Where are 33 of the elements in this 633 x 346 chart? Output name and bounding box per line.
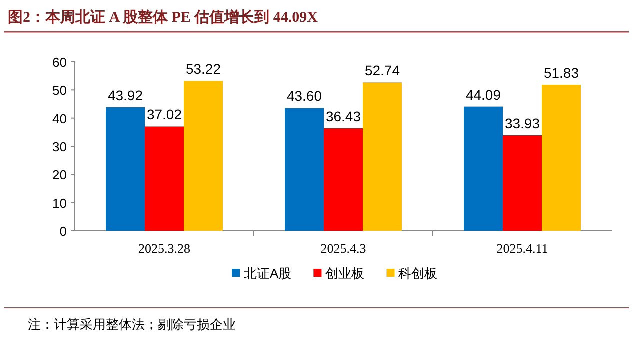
chart-title: 图2：本周北证 A 股整体 PE 估值增长到 44.09X xyxy=(8,9,318,26)
bar xyxy=(145,126,184,231)
data-label: 44.09 xyxy=(466,86,502,103)
bar xyxy=(324,128,363,231)
bar xyxy=(503,135,542,231)
legend-label: 北证A股 xyxy=(244,266,292,281)
data-label: 51.83 xyxy=(544,65,580,82)
x-tick-label: 2025.3.28 xyxy=(138,241,190,256)
data-label: 33.93 xyxy=(504,115,540,132)
bar xyxy=(542,85,581,231)
y-tick-label: 40 xyxy=(52,111,67,126)
data-label: 37.02 xyxy=(146,106,182,123)
y-tick-label: 10 xyxy=(52,196,67,211)
y-tick-label: 20 xyxy=(52,168,67,183)
bar xyxy=(285,108,324,231)
data-label: 43.60 xyxy=(286,88,322,104)
x-tick-label: 2025.4.3 xyxy=(320,241,366,256)
data-label: 36.43 xyxy=(326,108,362,124)
bar xyxy=(363,82,402,231)
y-tick-label: 50 xyxy=(52,83,67,98)
y-tick-label: 60 xyxy=(52,55,67,70)
bar xyxy=(106,107,145,231)
legend-label: 创业板 xyxy=(326,266,365,281)
y-tick-label: 30 xyxy=(52,140,67,154)
data-label: 52.74 xyxy=(364,62,400,78)
legend-label: 科创板 xyxy=(398,266,438,281)
text: 注：计算采用整体法；剔除亏损企业 xyxy=(28,317,236,332)
bar xyxy=(184,81,223,231)
data-label: 53.22 xyxy=(186,61,222,78)
x-tick-label: 2025.4.11 xyxy=(496,241,548,256)
y-tick-label: 0 xyxy=(60,224,67,239)
data-label: 43.92 xyxy=(108,87,144,104)
bar xyxy=(464,106,503,231)
